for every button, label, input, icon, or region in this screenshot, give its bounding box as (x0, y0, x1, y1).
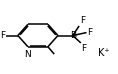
Text: F: F (0, 31, 6, 40)
Text: F: F (80, 16, 85, 25)
Text: B: B (70, 31, 76, 40)
Text: F: F (87, 28, 93, 37)
Text: N: N (25, 50, 31, 59)
Text: F: F (81, 44, 86, 53)
Text: K⁺: K⁺ (98, 48, 110, 58)
